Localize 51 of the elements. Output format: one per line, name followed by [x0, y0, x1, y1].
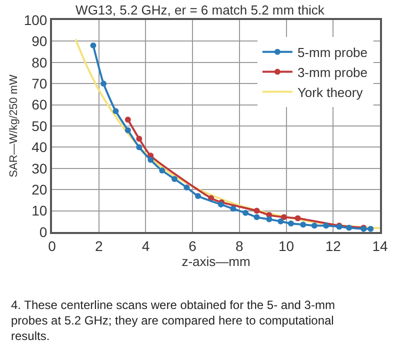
y-tick-label: 10 — [32, 202, 48, 219]
x-tick-label: 4 — [142, 238, 150, 254]
chart-title: WG13, 5.2 GHz, er = 6 match 5.2 mm thick — [76, 2, 325, 18]
point — [90, 42, 96, 48]
y-axis-title: SAR—W/kg/250 mW — [8, 74, 20, 178]
point — [254, 208, 260, 214]
y-tick-label: 20 — [32, 182, 48, 198]
y-tick-label: 60 — [32, 96, 48, 113]
x-axis-title: z-axis—mm — [182, 254, 250, 269]
point — [124, 127, 131, 134]
point — [112, 108, 119, 114]
point — [184, 184, 190, 190]
x-tick-label: 8 — [236, 238, 244, 254]
y-tick-label: 50 — [32, 118, 48, 134]
text: 4. These centerline scans were obtained for the 5- and 3-mm probes at 5.2 GHz; they are compared here to computational results. — [11, 298, 335, 344]
x-tick-label: 6 — [188, 238, 197, 254]
x-tick-label: 14 — [372, 238, 388, 254]
point — [300, 222, 306, 228]
point — [136, 136, 142, 142]
point — [172, 176, 178, 182]
legend-label: York theory — [297, 84, 364, 100]
point — [323, 222, 330, 229]
point — [254, 214, 260, 220]
point — [230, 206, 236, 212]
y-tick-label: 80 — [32, 54, 48, 70]
x-tick-label: 2 — [94, 238, 103, 254]
y-tick-label: 70 — [32, 76, 48, 92]
point — [346, 224, 352, 231]
point — [280, 214, 287, 220]
point — [159, 168, 166, 174]
point — [136, 144, 142, 150]
legend-label: 3-mm probe — [297, 64, 368, 80]
y-tick-label: 0 — [39, 224, 48, 240]
legend-label: 5-mm probe — [297, 44, 368, 60]
point — [194, 192, 201, 199]
y-tick-label: 90 — [32, 33, 48, 50]
point — [311, 222, 318, 229]
x-tick-label: 10 — [278, 238, 294, 254]
point — [242, 210, 249, 216]
x-tick-label: 12 — [325, 238, 342, 254]
y-tick-label: 40 — [32, 139, 48, 156]
point — [278, 218, 284, 224]
point — [124, 116, 131, 123]
y-tick-label: 30 — [32, 160, 48, 176]
point — [266, 216, 272, 222]
point — [100, 80, 107, 87]
y-tick-label: 100 — [24, 12, 48, 28]
point — [148, 156, 154, 163]
point — [288, 220, 294, 227]
point — [294, 215, 301, 222]
point — [368, 226, 374, 232]
